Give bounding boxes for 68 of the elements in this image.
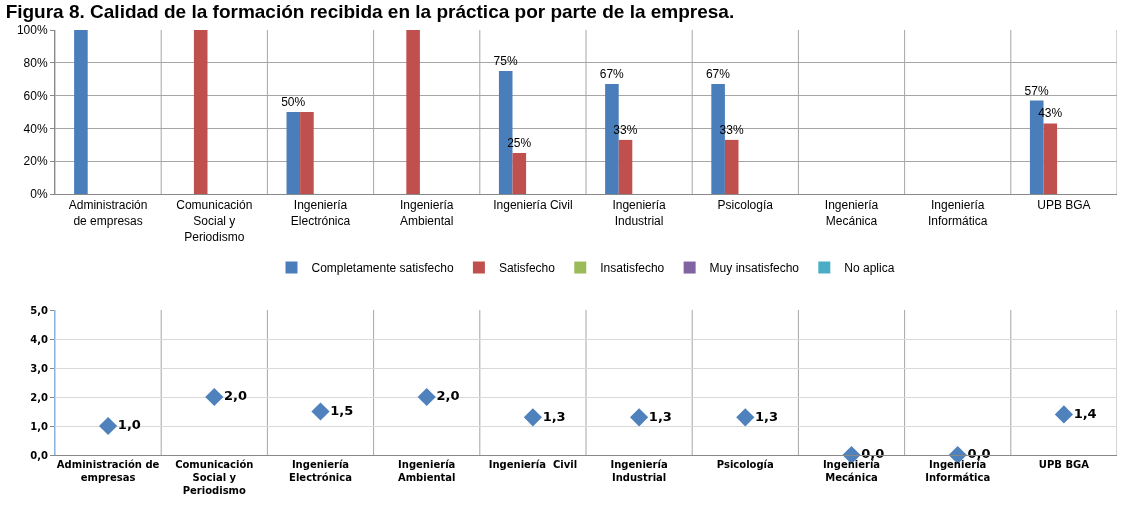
y-tick-label: 60% — [23, 88, 48, 103]
x-tick-label: Ingeniería Ambiental — [397, 459, 456, 483]
data-label: 1,3 — [648, 408, 672, 424]
point — [311, 402, 330, 421]
point — [417, 387, 436, 407]
x-tick-label: Ingeniería Industrial — [612, 198, 667, 228]
x-tick-label: Ingeniería Civil — [488, 459, 578, 470]
x-tick-label: Psicología — [716, 459, 774, 470]
y-tick-label: 80% — [23, 56, 48, 70]
bar — [286, 112, 301, 194]
point — [205, 387, 224, 407]
data-label: 67% — [599, 67, 625, 82]
x-tick-label: Ingeniería Industrial — [610, 459, 668, 483]
data-label: 57% — [1024, 83, 1049, 98]
bar — [300, 112, 314, 194]
y-tick-label: 40% — [23, 121, 48, 136]
x-tick-label: Ingeniería Mecánica — [822, 459, 881, 483]
data-label: 67% — [705, 67, 731, 82]
x-tick-label: UPB BGA — [1037, 198, 1091, 213]
x-tick-label: Ingeniería Informática — [928, 198, 988, 228]
y-tick-label: 20% — [23, 154, 48, 169]
x-tick-label: Ingeniería Informática — [925, 459, 991, 483]
y-tick-label: 2,0 — [30, 391, 49, 403]
chart-title: Figura 8. Calidad de la formación recibida en la práctica por parte de la empresa. — [5, 0, 735, 22]
y-tick-label: 3,0 — [30, 362, 49, 374]
x-tick-label: Comunicación Social y Periodismo — [175, 459, 254, 496]
data-label: 2,0 — [224, 388, 248, 404]
x-tick-label: Ingeniería Ambiental — [400, 198, 454, 228]
legend-label: Satisfecho — [498, 261, 556, 276]
bar — [406, 30, 420, 194]
legend-label: Muy insatisfecho — [709, 261, 800, 276]
legend-label: Insatisfecho — [600, 261, 665, 276]
x-tick-label: Administración de empresas — [56, 459, 160, 483]
legend-label: Completamente satisfecho — [311, 261, 454, 276]
point — [523, 408, 542, 427]
data-label: 50% — [281, 95, 306, 109]
x-tick-label: Ingeniería Electrónica — [290, 198, 351, 228]
legend-label: No aplica — [844, 261, 895, 276]
x-tick-label: Psicología — [717, 198, 774, 213]
point — [736, 408, 755, 427]
y-tick-label: 100% — [16, 23, 48, 38]
bar — [724, 139, 739, 194]
x-tick-label: Ingeniería Electrónica — [289, 459, 352, 483]
data-label: 1,0 — [117, 417, 141, 433]
bar — [193, 30, 208, 194]
x-tick-label: UPB BGA — [1038, 459, 1090, 470]
x-tick-label: Administración de empresas — [68, 198, 148, 228]
y-tick-label: 4,0 — [30, 333, 49, 345]
bar — [1043, 123, 1058, 194]
data-label: 75% — [493, 54, 518, 68]
bar — [512, 153, 527, 194]
data-label: 1,5 — [330, 402, 354, 418]
data-label: 1,3 — [755, 408, 779, 424]
data-label: 2,0 — [436, 388, 460, 404]
y-tick-label: 0,0 — [30, 449, 49, 461]
y-tick-label: 0% — [30, 187, 48, 202]
bar — [618, 139, 633, 194]
y-tick-label: 5,0 — [30, 304, 49, 316]
point — [1054, 405, 1073, 424]
point — [630, 408, 649, 427]
x-tick-label: Ingeniería Civil — [493, 198, 573, 213]
bar — [74, 30, 88, 194]
y-tick-label: 1,0 — [30, 420, 49, 432]
data-label: 1,4 — [1073, 405, 1097, 421]
point — [99, 416, 118, 436]
x-tick-label: Comunicación Social y Periodismo — [176, 198, 253, 244]
x-tick-label: Ingeniería Mecánica — [824, 198, 879, 228]
data-label: 1,3 — [542, 408, 566, 424]
